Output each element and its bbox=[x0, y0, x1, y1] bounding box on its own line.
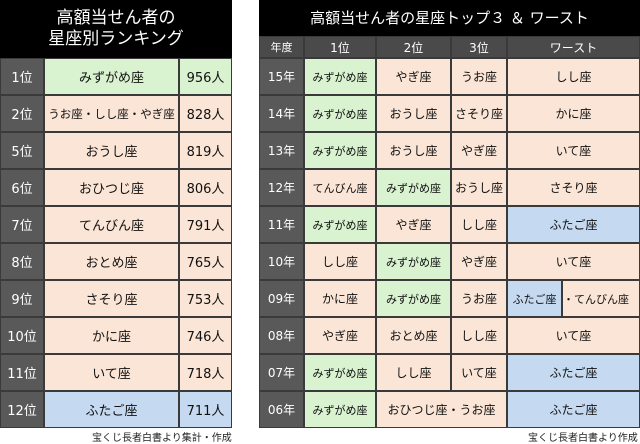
rank-label: 2位 bbox=[0, 95, 44, 132]
winner-count: 711人 bbox=[179, 391, 232, 428]
winner-count: 753人 bbox=[179, 280, 232, 317]
year-label: 15年 bbox=[259, 58, 304, 95]
rank-label: 7位 bbox=[0, 206, 44, 243]
rank-2-sign: やぎ座 bbox=[376, 206, 451, 243]
rank-1-sign: てんびん座 bbox=[304, 169, 376, 206]
right-title-text: 高額当せん者の星座トップ３ ＆ ワースト bbox=[310, 8, 589, 27]
worst-sign: ふたご座 bbox=[507, 391, 640, 428]
left-title-line1: 高額当せん者の bbox=[56, 7, 176, 28]
sign-name: さそり座 bbox=[44, 280, 179, 317]
rank-3-sign: やぎ座 bbox=[451, 132, 507, 169]
right-footer-note: 宝くじ長者白書より作成 bbox=[528, 433, 638, 444]
header-year: 年度 bbox=[259, 36, 304, 58]
winner-count: 718人 bbox=[179, 354, 232, 391]
rank-3-sign: うお座 bbox=[451, 58, 507, 95]
year-label: 06年 bbox=[259, 391, 304, 428]
rank-2-sign: おうし座 bbox=[376, 132, 451, 169]
rank-label: 8位 bbox=[0, 243, 44, 280]
winner-count: 791人 bbox=[179, 206, 232, 243]
worst-sign: いて座 bbox=[507, 317, 640, 354]
rank-2-sign: おうし座 bbox=[376, 95, 451, 132]
rank-label: 1位 bbox=[0, 58, 44, 95]
sign-name: いて座 bbox=[44, 354, 179, 391]
sign-name: おうし座 bbox=[44, 132, 179, 169]
left-title-line2: 星座別ランキング bbox=[48, 29, 184, 49]
rank-label: 9位 bbox=[0, 280, 44, 317]
year-label: 14年 bbox=[259, 95, 304, 132]
rank-1-sign: みずがめ座 bbox=[304, 58, 376, 95]
worst-sign: いて座 bbox=[507, 243, 640, 280]
worst-sign: ふたご座 bbox=[507, 206, 640, 243]
year-label: 07年 bbox=[259, 354, 304, 391]
rank-2-sign: みずがめ座 bbox=[376, 169, 451, 206]
rank-label: 6位 bbox=[0, 169, 44, 206]
sign-name: ふたご座 bbox=[44, 391, 179, 428]
rank-label: 12位 bbox=[0, 391, 44, 428]
worst-sign-a: ふたご座 bbox=[507, 280, 562, 317]
header-rank-1: 1位 bbox=[304, 36, 376, 58]
rank-label: 11位 bbox=[0, 354, 44, 391]
sign-name: おひつじ座 bbox=[44, 169, 179, 206]
rank-1-sign: みずがめ座 bbox=[304, 132, 376, 169]
rank-2-sign: やぎ座 bbox=[376, 58, 451, 95]
worst-sign-b: ・てんびん座 bbox=[562, 280, 640, 317]
rank-3-sign: いて座 bbox=[451, 354, 507, 391]
year-label: 09年 bbox=[259, 280, 304, 317]
worst-sign: しし座 bbox=[507, 58, 640, 95]
right-table-title: 高額当せん者の星座トップ３ ＆ ワースト bbox=[259, 0, 640, 36]
rank-3-sign: やぎ座 bbox=[451, 243, 507, 280]
rank-label: 5位 bbox=[0, 132, 44, 169]
header-worst: ワースト bbox=[507, 36, 640, 58]
rank-2-sign: しし座 bbox=[376, 354, 451, 391]
rank-2-sign: みずがめ座 bbox=[376, 243, 451, 280]
rank-3-sign: さそり座 bbox=[451, 95, 507, 132]
header-rank-2: 2位 bbox=[376, 36, 451, 58]
winner-count: 956人 bbox=[179, 58, 232, 95]
left-footer-note: 宝くじ長者白書より集計・作成 bbox=[92, 433, 232, 444]
rank-1-sign: かに座 bbox=[304, 280, 376, 317]
rank-2-sign: みずがめ座 bbox=[376, 280, 451, 317]
rank-3-sign: しし座 bbox=[451, 206, 507, 243]
rank-label: 10位 bbox=[0, 317, 44, 354]
rank-1-sign: やぎ座 bbox=[304, 317, 376, 354]
sign-name: かに座 bbox=[44, 317, 179, 354]
worst-sign: ふたご座 bbox=[507, 354, 640, 391]
winner-count: 746人 bbox=[179, 317, 232, 354]
year-label: 13年 bbox=[259, 132, 304, 169]
left-table-title: 高額当せん者の 星座別ランキング bbox=[0, 0, 232, 58]
rank-2-3-merged-sign: おひつじ座・うお座 bbox=[376, 391, 507, 428]
winner-count: 806人 bbox=[179, 169, 232, 206]
header-rank-3: 3位 bbox=[451, 36, 507, 58]
worst-sign: さそり座 bbox=[507, 169, 640, 206]
year-label: 11年 bbox=[259, 206, 304, 243]
sign-name: うお座・しし座・やぎ座 bbox=[44, 95, 179, 132]
sign-name: みずがめ座 bbox=[44, 58, 179, 95]
rank-1-sign: みずがめ座 bbox=[304, 95, 376, 132]
worst-sign: かに座 bbox=[507, 95, 640, 132]
year-label: 08年 bbox=[259, 317, 304, 354]
rank-1-sign: しし座 bbox=[304, 243, 376, 280]
left-ranking-panel: 高額当せん者の 星座別ランキング 1位 みずがめ座 956人 2位 うお座・しし座・やぎ… bbox=[0, 0, 232, 428]
winner-count: 765人 bbox=[179, 243, 232, 280]
year-label: 12年 bbox=[259, 169, 304, 206]
rank-1-sign: みずがめ座 bbox=[304, 206, 376, 243]
right-yearly-panel: 高額当せん者の星座トップ３ ＆ ワースト 年度 1位 2位 3位 ワースト 15年 みずが… bbox=[259, 0, 640, 428]
winner-count: 828人 bbox=[179, 95, 232, 132]
rank-3-sign: しし座 bbox=[451, 317, 507, 354]
sign-name: おとめ座 bbox=[44, 243, 179, 280]
sign-name: てんびん座 bbox=[44, 206, 179, 243]
worst-sign: いて座 bbox=[507, 132, 640, 169]
rank-3-sign: うお座 bbox=[451, 280, 507, 317]
rank-1-sign: みずがめ座 bbox=[304, 391, 376, 428]
year-label: 10年 bbox=[259, 243, 304, 280]
winner-count: 819人 bbox=[179, 132, 232, 169]
rank-2-sign: おとめ座 bbox=[376, 317, 451, 354]
rank-3-sign: おうし座 bbox=[451, 169, 507, 206]
rank-1-sign: みずがめ座 bbox=[304, 354, 376, 391]
